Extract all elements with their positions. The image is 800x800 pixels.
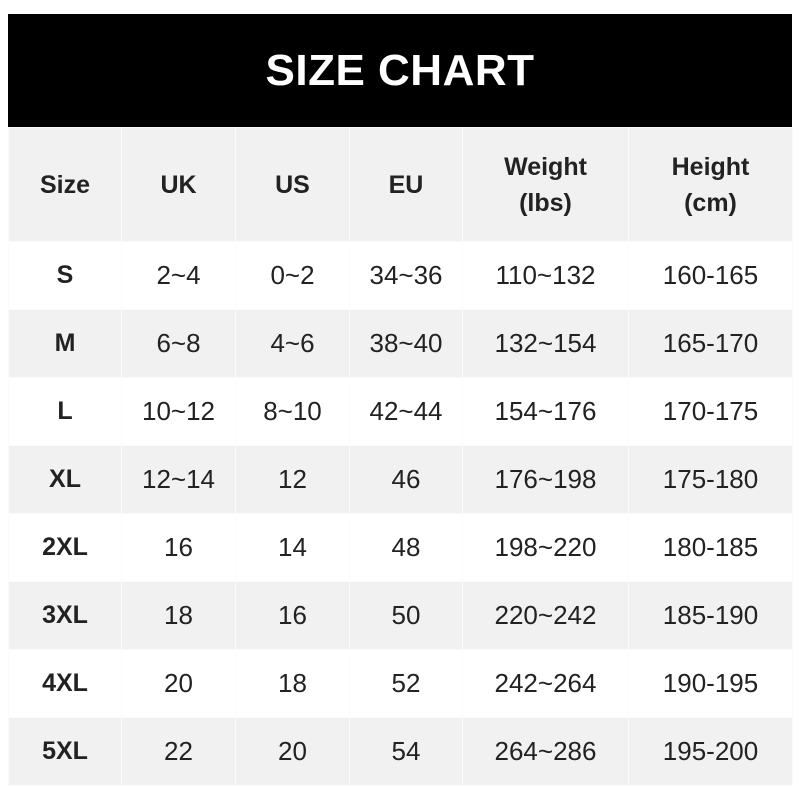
table-cell: 20 bbox=[121, 649, 236, 718]
table-cell: 180-185 bbox=[628, 513, 793, 582]
table-row: 2XL 16 14 48 198~220 180-185 bbox=[8, 513, 793, 582]
table-cell: 46 bbox=[349, 445, 463, 514]
size-label: 3XL bbox=[8, 581, 122, 650]
table-cell: 48 bbox=[349, 513, 463, 582]
table-cell: 198~220 bbox=[462, 513, 629, 582]
table-cell: 12 bbox=[235, 445, 350, 514]
column-header: US bbox=[235, 127, 350, 242]
size-label: 2XL bbox=[8, 513, 122, 582]
table-cell: 170-175 bbox=[628, 377, 793, 446]
table-cell: 132~154 bbox=[462, 309, 629, 378]
table-cell: 4~6 bbox=[235, 309, 350, 378]
table-cell: 12~14 bbox=[121, 445, 236, 514]
column-header: Height (cm) bbox=[628, 127, 793, 242]
table-cell: 110~132 bbox=[462, 241, 629, 310]
column-header: Size bbox=[8, 127, 122, 242]
table-cell: 2~4 bbox=[121, 241, 236, 310]
table-cell: 8~10 bbox=[235, 377, 350, 446]
table-row: M 6~8 4~6 38~40 132~154 165-170 bbox=[8, 309, 793, 378]
table-row: 4XL 20 18 52 242~264 190-195 bbox=[8, 649, 793, 718]
table-cell: 242~264 bbox=[462, 649, 629, 718]
table-cell: 264~286 bbox=[462, 717, 629, 786]
table-cell: 34~36 bbox=[349, 241, 463, 310]
size-label: XL bbox=[8, 445, 122, 514]
table-cell: 16 bbox=[235, 581, 350, 650]
table-cell: 50 bbox=[349, 581, 463, 650]
table-cell: 185-190 bbox=[628, 581, 793, 650]
size-label: S bbox=[8, 241, 122, 310]
size-label: M bbox=[8, 309, 122, 378]
page-title: SIZE CHART bbox=[265, 45, 535, 95]
table-cell: 22 bbox=[121, 717, 236, 786]
table-cell: 165-170 bbox=[628, 309, 793, 378]
column-header: Weight (lbs) bbox=[462, 127, 629, 242]
table-cell: 160-165 bbox=[628, 241, 793, 310]
table-cell: 38~40 bbox=[349, 309, 463, 378]
table-cell: 176~198 bbox=[462, 445, 629, 514]
size-label: 5XL bbox=[8, 717, 122, 786]
table-cell: 18 bbox=[121, 581, 236, 650]
title-banner: SIZE CHART bbox=[8, 14, 792, 127]
table-cell: 20 bbox=[235, 717, 350, 786]
size-label: 4XL bbox=[8, 649, 122, 718]
table-cell: 195-200 bbox=[628, 717, 793, 786]
table-row: S 2~4 0~2 34~36 110~132 160-165 bbox=[8, 241, 793, 310]
table-cell: 18 bbox=[235, 649, 350, 718]
column-header: EU bbox=[349, 127, 463, 242]
table-row: XL 12~14 12 46 176~198 175-180 bbox=[8, 445, 793, 514]
table-cell: 0~2 bbox=[235, 241, 350, 310]
table-cell: 6~8 bbox=[121, 309, 236, 378]
table-cell: 190-195 bbox=[628, 649, 793, 718]
table-cell: 220~242 bbox=[462, 581, 629, 650]
table-cell: 54 bbox=[349, 717, 463, 786]
table-cell: 14 bbox=[235, 513, 350, 582]
table-row: 5XL 22 20 54 264~286 195-200 bbox=[8, 717, 793, 786]
table-cell: 52 bbox=[349, 649, 463, 718]
table-cell: 16 bbox=[121, 513, 236, 582]
size-chart-table: Size UK US EU Weight (lbs) Height (cm) S 2~4 0~… bbox=[8, 127, 793, 786]
column-header: UK bbox=[121, 127, 236, 242]
table-cell: 10~12 bbox=[121, 377, 236, 446]
table-cell: 175-180 bbox=[628, 445, 793, 514]
table-row: 3XL 18 16 50 220~242 185-190 bbox=[8, 581, 793, 650]
table-cell: 42~44 bbox=[349, 377, 463, 446]
header-row: Size UK US EU Weight (lbs) Height (cm) bbox=[8, 127, 793, 242]
table-cell: 154~176 bbox=[462, 377, 629, 446]
size-label: L bbox=[8, 377, 122, 446]
table-row: L 10~12 8~10 42~44 154~176 170-175 bbox=[8, 377, 793, 446]
